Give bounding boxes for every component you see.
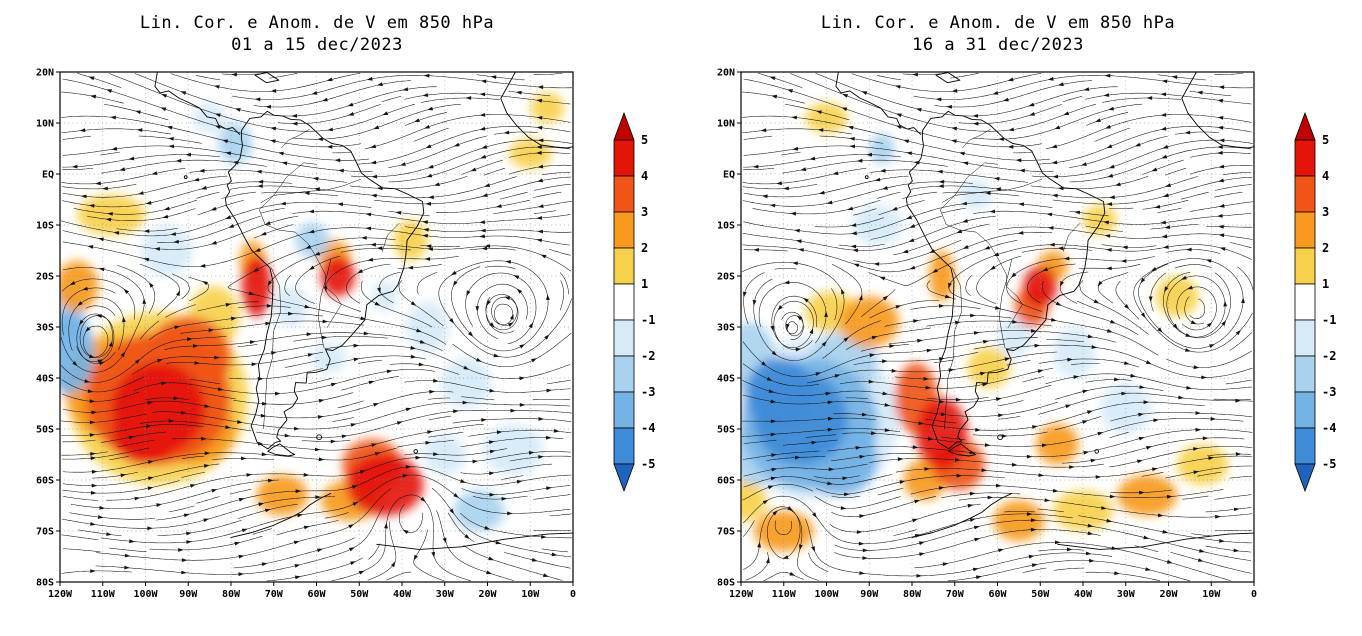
svg-text:10S: 10S: [717, 221, 735, 232]
svg-text:30S: 30S: [717, 323, 735, 334]
svg-text:40W: 40W: [1074, 589, 1093, 600]
svg-text:1: 1: [641, 277, 648, 291]
panel-left: Lin. Cor. e Anom. de V em 850 hPa 01 a 1…: [0, 0, 681, 616]
svg-text:100W: 100W: [133, 589, 158, 600]
svg-text:10N: 10N: [717, 119, 735, 130]
svg-text:10W: 10W: [1202, 589, 1221, 600]
svg-text:3: 3: [641, 205, 648, 219]
svg-text:-3: -3: [641, 385, 655, 399]
svg-text:2: 2: [1322, 241, 1329, 255]
svg-text:100W: 100W: [814, 589, 839, 600]
svg-text:20W: 20W: [1159, 589, 1178, 600]
svg-text:-5: -5: [1322, 457, 1336, 471]
panel-subtitle: 01 a 15 dec/2023: [231, 35, 403, 55]
map-plot-right: 120W 110W 100W 90W 80W 70W 60W 50W 40W 30W 20W 10W 0…: [717, 68, 1257, 601]
svg-text:50S: 50S: [36, 425, 54, 436]
svg-text:80W: 80W: [903, 589, 922, 600]
svg-text:70W: 70W: [946, 589, 965, 600]
svg-text:50S: 50S: [717, 425, 735, 436]
panel-titles-left: Lin. Cor. e Anom. de V em 850 hPa 01 a 1…: [4, 2, 604, 66]
figure: Lin. Cor. e Anom. de V em 850 hPa 01 a 1…: [0, 0, 1362, 616]
svg-text:60W: 60W: [988, 589, 1007, 600]
svg-text:-4: -4: [1322, 421, 1336, 435]
svg-text:-4: -4: [641, 421, 655, 435]
svg-text:-1: -1: [1322, 313, 1336, 327]
panel-titles-right: Lin. Cor. e Anom. de V em 850 hPa 16 a 3…: [685, 2, 1285, 66]
svg-text:60S: 60S: [36, 476, 54, 487]
colorbar-left: 5 4 3 2 1 -1 -2 -3 -4 -5: [613, 111, 655, 493]
svg-text:5: 5: [1322, 133, 1329, 147]
plot-column-right: Lin. Cor. e Anom. de V em 850 hPa 16 a 3…: [685, 2, 1285, 616]
colorbar-right: 5 4 3 2 1 -1 -2 -3 -4 -5: [1294, 111, 1336, 493]
svg-text:4: 4: [1322, 169, 1329, 183]
svg-text:50W: 50W: [350, 589, 369, 600]
panel-title: Lin. Cor. e Anom. de V em 850 hPa: [139, 13, 495, 33]
svg-text:20N: 20N: [717, 68, 735, 79]
svg-text:40S: 40S: [717, 374, 735, 385]
svg-text:2: 2: [641, 241, 648, 255]
svg-text:0: 0: [570, 589, 576, 600]
svg-text:90W: 90W: [860, 589, 879, 600]
svg-text:-2: -2: [1322, 349, 1336, 363]
svg-text:20W: 20W: [478, 589, 497, 600]
panel-title: Lin. Cor. e Anom. de V em 850 hPa: [820, 13, 1176, 33]
svg-text:110W: 110W: [91, 589, 116, 600]
svg-text:0: 0: [1251, 589, 1257, 600]
svg-text:60S: 60S: [717, 476, 735, 487]
svg-text:120W: 120W: [48, 589, 73, 600]
svg-text:-1: -1: [641, 313, 655, 327]
svg-text:60W: 60W: [307, 589, 326, 600]
svg-text:4: 4: [641, 169, 648, 183]
svg-text:10W: 10W: [521, 589, 540, 600]
svg-text:90W: 90W: [179, 589, 198, 600]
plot-column-left: Lin. Cor. e Anom. de V em 850 hPa 01 a 1…: [4, 2, 604, 616]
svg-text:EQ: EQ: [42, 170, 54, 181]
svg-text:80W: 80W: [222, 589, 241, 600]
svg-text:50W: 50W: [1031, 589, 1050, 600]
svg-text:-3: -3: [1322, 385, 1336, 399]
map-plot-left: 120W 110W 100W 90W 80W 70W 60W 50W 40W 30W 20W 10W 0…: [36, 68, 576, 601]
svg-text:30W: 30W: [1117, 589, 1136, 600]
svg-text:70S: 70S: [717, 527, 735, 538]
svg-text:10N: 10N: [36, 119, 54, 130]
svg-text:20S: 20S: [717, 272, 735, 283]
svg-text:-2: -2: [641, 349, 655, 363]
svg-text:40W: 40W: [393, 589, 412, 600]
svg-text:80S: 80S: [36, 578, 54, 589]
panel-subtitle: 16 a 31 dec/2023: [912, 35, 1084, 55]
svg-text:70W: 70W: [265, 589, 284, 600]
svg-text:30W: 30W: [436, 589, 455, 600]
svg-text:-5: -5: [641, 457, 655, 471]
svg-text:40S: 40S: [36, 374, 54, 385]
svg-text:5: 5: [641, 133, 648, 147]
svg-text:10S: 10S: [36, 221, 54, 232]
svg-text:20S: 20S: [36, 272, 54, 283]
svg-text:3: 3: [1322, 205, 1329, 219]
svg-text:80S: 80S: [717, 578, 735, 589]
svg-text:1: 1: [1322, 277, 1329, 291]
panel-right: Lin. Cor. e Anom. de V em 850 hPa 16 a 3…: [681, 0, 1362, 616]
svg-text:30S: 30S: [36, 323, 54, 334]
svg-text:EQ: EQ: [723, 170, 735, 181]
svg-text:70S: 70S: [36, 527, 54, 538]
svg-text:120W: 120W: [729, 589, 754, 600]
svg-text:20N: 20N: [36, 68, 54, 79]
svg-text:110W: 110W: [772, 589, 797, 600]
